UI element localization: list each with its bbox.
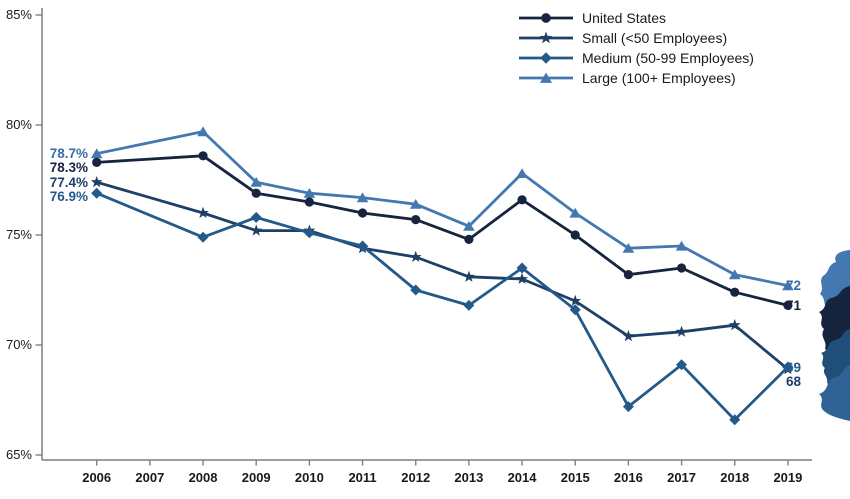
y-axis-tick-label: 85% [5, 7, 32, 22]
data-point-star [409, 250, 422, 263]
data-point-diamond [91, 187, 103, 199]
data-point-triangle [516, 168, 528, 178]
value-label-right: 71 [786, 297, 802, 313]
value-label-left: 76.9% [49, 188, 88, 204]
data-point-diamond [516, 262, 528, 274]
data-point-diamond [782, 361, 794, 373]
data-point-triangle [569, 207, 582, 218]
data-point-star [622, 330, 635, 342]
y-axis-tick-label: 70% [5, 337, 32, 352]
x-axis-tick-label: 2013 [454, 470, 484, 485]
y-axis-tick-label: 65% [5, 447, 32, 462]
series-line-diamond [96, 191, 789, 422]
data-point-triangle [356, 192, 369, 203]
data-point-triangle [622, 243, 635, 253]
x-axis-tick-label: 2015 [560, 470, 590, 485]
data-point-circle [251, 188, 261, 198]
data-point-triangle [782, 280, 794, 291]
data-point-circle [304, 197, 314, 207]
x-axis-tick-label: 2016 [613, 470, 643, 485]
legend-swatch-circle-icon [519, 13, 573, 23]
data-point-triangle [463, 221, 475, 231]
data-point-triangle [250, 177, 263, 187]
series-line-star [96, 180, 789, 371]
data-point-star [197, 206, 209, 219]
series-line-circle [96, 154, 789, 307]
legend-item-medium-employees: Medium (50-99 Employees) [518, 48, 754, 68]
value-label-right: 69 [786, 359, 802, 375]
legend-item-small-employees: Small (<50 Employees) [518, 28, 754, 48]
x-axis-tick-label: 2006 [82, 470, 112, 485]
legend-label: United States [582, 10, 667, 26]
data-point-star [462, 270, 475, 282]
x-axis-tick-label: 2017 [667, 470, 697, 485]
data-point-circle [198, 151, 208, 161]
x-axis-tick-label: 2014 [507, 470, 537, 485]
x-axis-tick-label: 2018 [720, 470, 750, 485]
data-point-circle [464, 234, 474, 244]
x-axis-tick-label: 2012 [401, 470, 431, 485]
legend-swatch-star-icon [519, 31, 573, 44]
y-axis-tick-label: 80% [5, 117, 32, 132]
x-axis-tick-label: 2010 [294, 470, 324, 485]
data-point-circle [730, 287, 740, 297]
data-point-triangle [90, 148, 103, 159]
data-point-diamond [569, 304, 581, 316]
value-label-left: 78.3% [49, 160, 88, 176]
data-point-triangle [303, 188, 316, 198]
legend-label: Small (<50 Employees) [582, 30, 728, 46]
data-point-star [516, 272, 528, 285]
value-label-right: 72 [786, 278, 802, 294]
data-point-diamond [729, 414, 741, 426]
legend-label: Large (100+ Employees) [582, 70, 736, 86]
data-point-star [90, 176, 103, 188]
data-point-circle [411, 215, 421, 225]
value-label-left: 77.4% [49, 174, 88, 190]
data-point-circle [783, 300, 793, 310]
data-point-circle [92, 157, 102, 167]
x-axis-tick-label: 2019 [773, 470, 803, 485]
data-point-circle [570, 230, 580, 240]
x-axis-tick-label: 2007 [135, 470, 165, 485]
data-point-diamond [250, 211, 262, 223]
data-point-star [250, 224, 263, 236]
data-point-triangle [728, 269, 741, 280]
data-point-diamond [463, 299, 475, 311]
legend-swatch-diamond-icon [519, 52, 573, 64]
x-axis-tick-label: 2009 [241, 470, 271, 485]
value-label-left: 78.7% [49, 146, 88, 162]
data-point-circle [623, 270, 634, 280]
data-point-diamond [622, 401, 634, 413]
x-axis-tick-label: 2008 [188, 470, 218, 485]
data-point-circle [517, 195, 527, 205]
chart-legend: United States Small (<50 Employees) Medi… [518, 8, 754, 88]
data-point-diamond [410, 284, 422, 296]
data-point-star [728, 319, 741, 331]
data-point-diamond [676, 359, 688, 371]
data-point-diamond [357, 240, 369, 252]
map-fragment-decoration [819, 365, 850, 421]
value-label-right: 68 [786, 373, 802, 389]
legend-swatch-triangle-icon [519, 72, 573, 83]
data-point-triangle [675, 240, 688, 251]
legend-item-united-states: United States [518, 8, 754, 28]
data-point-star [569, 294, 582, 307]
legend-label: Medium (50-99 Employees) [582, 50, 754, 66]
data-point-triangle [197, 126, 209, 137]
x-axis-tick-label: 2011 [348, 470, 377, 485]
data-point-star [675, 325, 688, 337]
data-point-diamond [197, 231, 209, 243]
y-axis-tick-label: 75% [5, 227, 32, 242]
data-point-circle [676, 263, 687, 273]
data-point-triangle [409, 199, 422, 209]
data-point-diamond [303, 227, 315, 239]
data-point-circle [357, 208, 368, 218]
legend-item-large-employees: Large (100+ Employees) [518, 68, 754, 88]
